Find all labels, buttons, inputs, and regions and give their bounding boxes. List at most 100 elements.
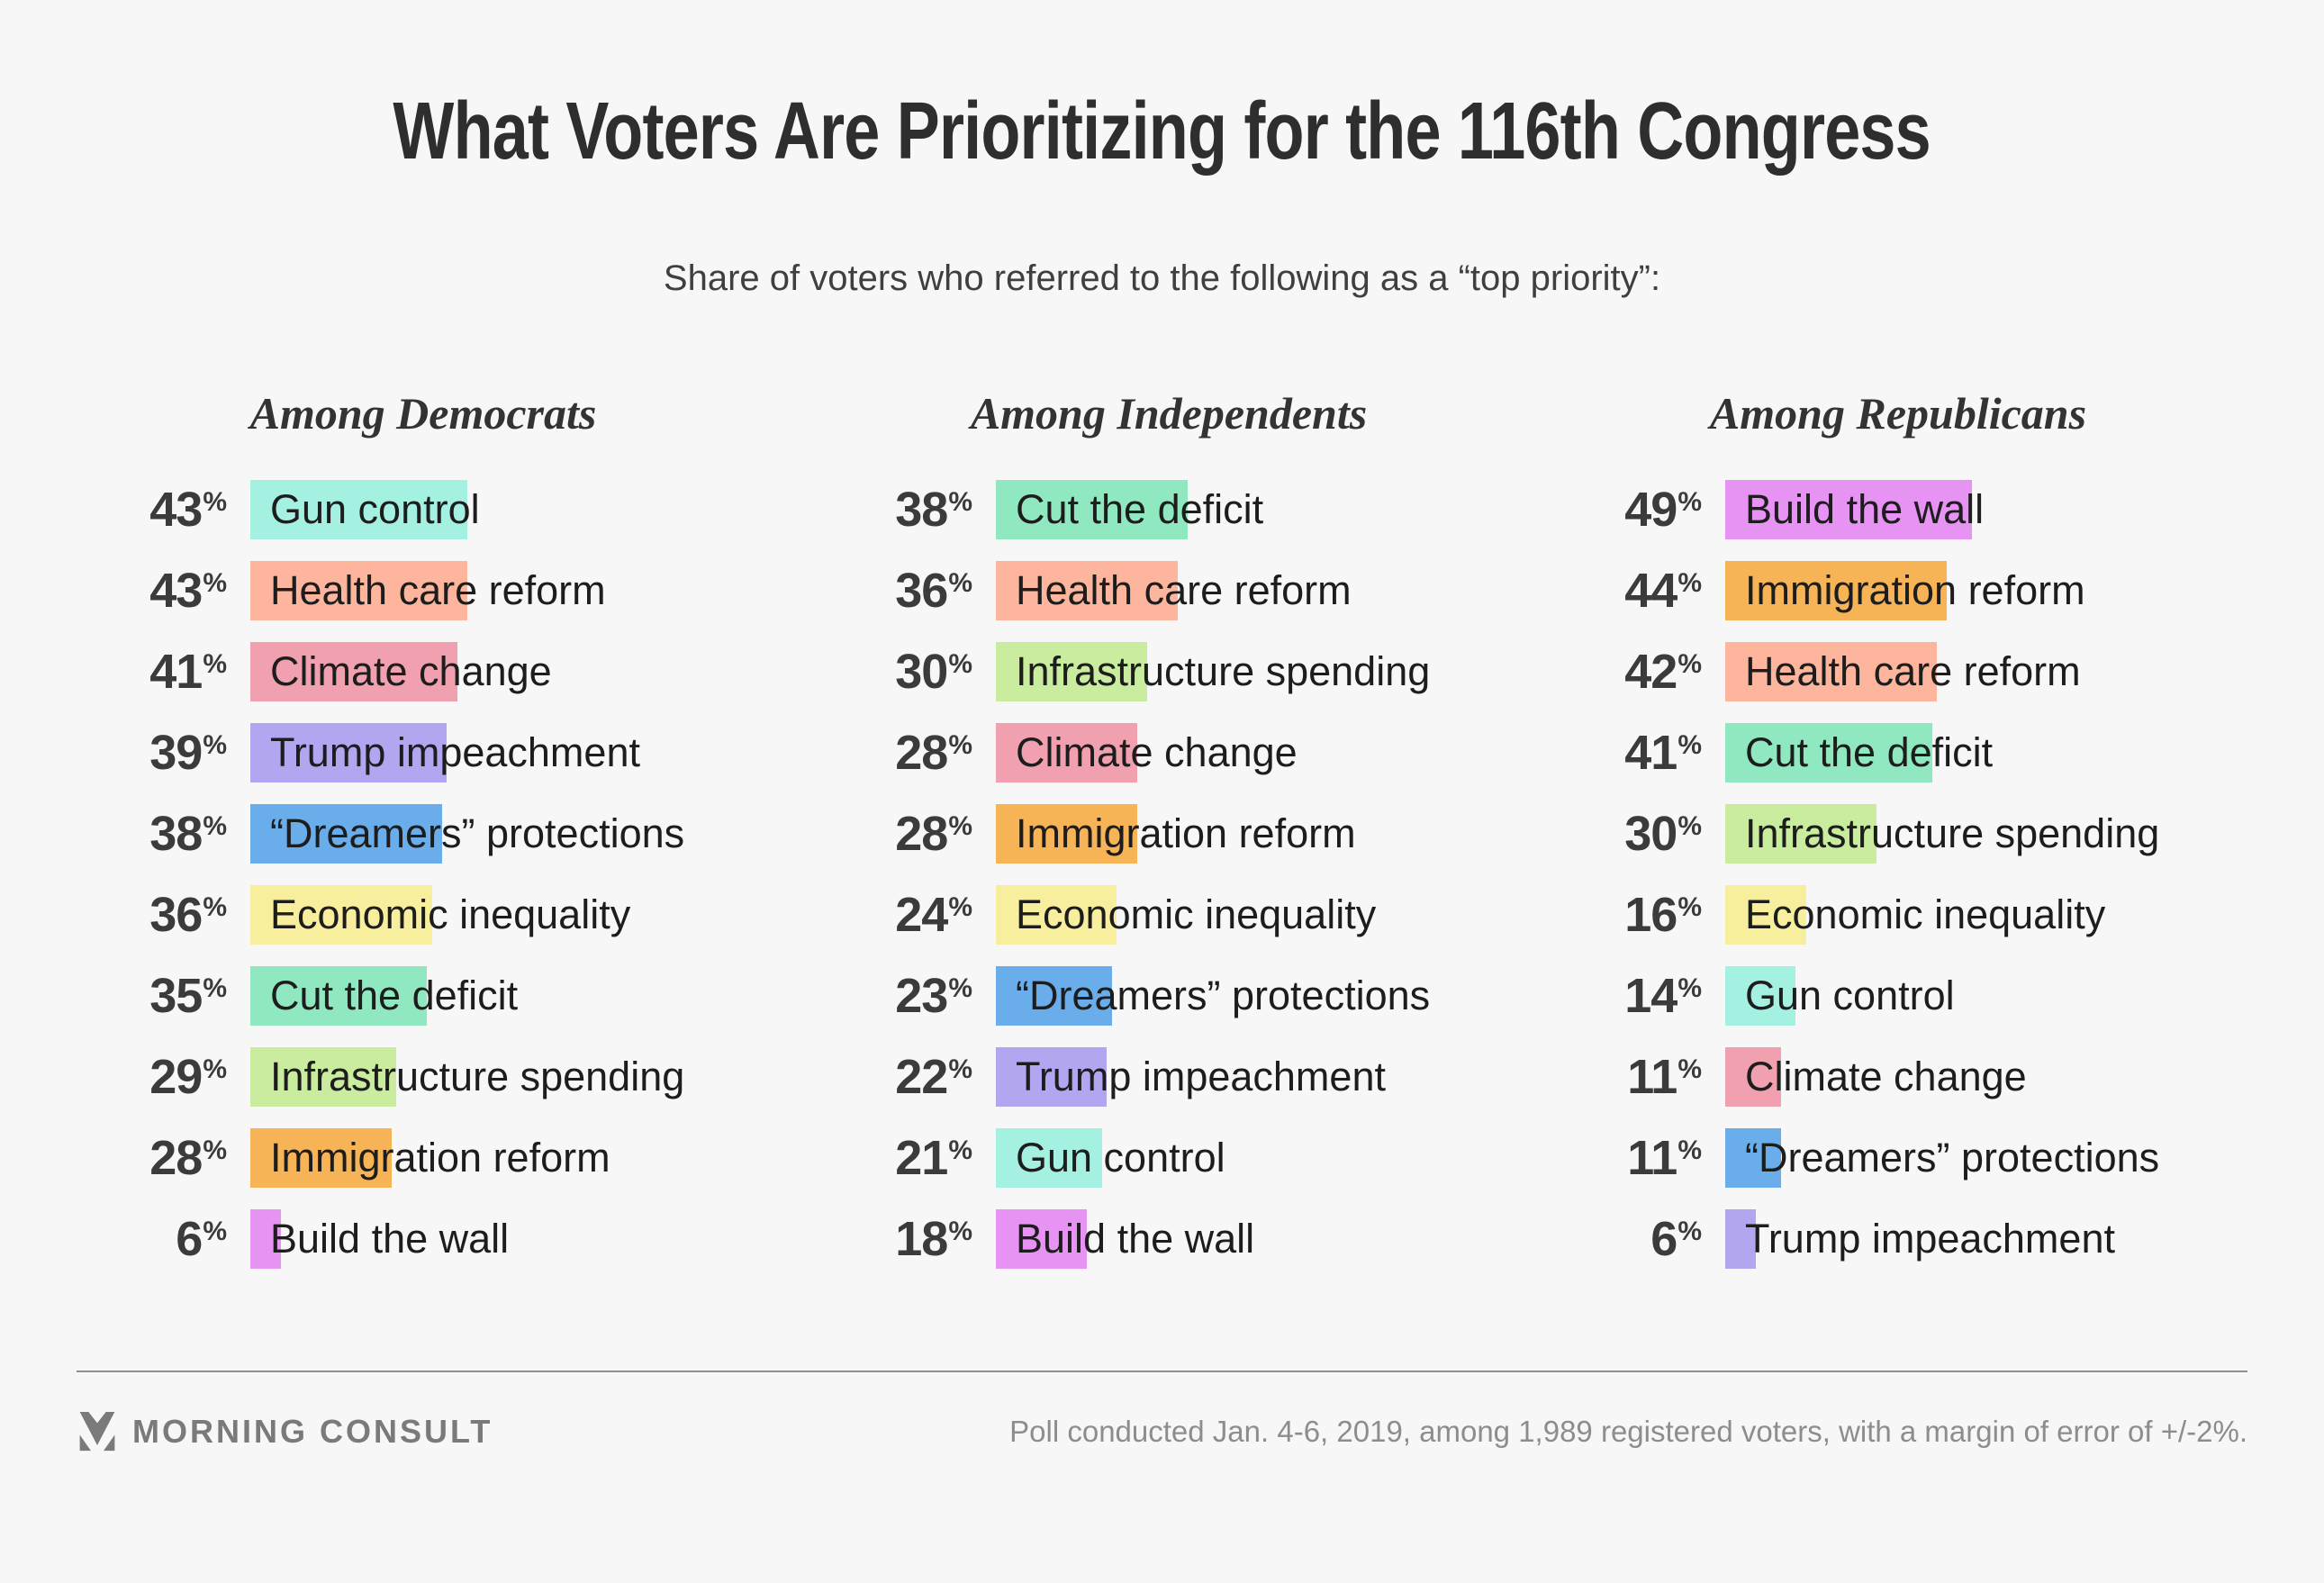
chart-row: 36% Economic inequality [108,874,738,955]
percent-number: 28 [895,807,948,861]
chart-row: 49% Build the wall [1583,469,2213,550]
highlight-bar [996,1047,1107,1107]
percent-sign: % [1677,487,1702,517]
category-label: Cut the deficit [270,972,519,1018]
percent-sign: % [203,973,227,1003]
bar-track: Cut the deficit [1725,712,2213,793]
percent-sign: % [203,811,227,841]
rows-independents: 38% Cut the deficit 36% Health care reform 3… [854,469,1484,1280]
category-label: “Dreamers” protections [270,810,685,856]
morning-consult-m-icon [77,1412,118,1452]
percent-sign: % [1677,892,1702,922]
bar-track: Trump impeachment [1725,1199,2213,1280]
rows-republicans: 49% Build the wall 44% Immigration reform 42… [1583,469,2213,1280]
brand-logo: MORNING CONSULT [77,1412,493,1452]
percent-sign: % [1677,1054,1702,1084]
percent-number: 21 [895,1131,948,1185]
category-label: Health care reform [1016,567,1352,613]
percent-sign: % [203,892,227,922]
highlight-bar [1725,723,1932,782]
bar-track: Infrastructure spending [250,1036,738,1117]
chart-row: 36% Health care reform [854,550,1484,631]
percent-sign: % [948,568,972,598]
percent-sign: % [948,892,972,922]
highlight-bar [250,804,442,864]
bar-track: Cut the deficit [996,469,1484,550]
highlight-bar [1725,966,1795,1026]
chart-row: 24% Economic inequality [854,874,1484,955]
category-label: Cut the deficit [1745,729,1994,775]
bar-track: Cut the deficit [250,955,738,1036]
percent-number: 6 [176,1212,203,1266]
category-label: Climate change [1745,1054,2027,1099]
percent-number: 22 [895,1050,948,1104]
category-label: Trump impeachment [1016,1054,1386,1099]
percent-sign: % [948,1054,972,1084]
chart-row: 6% Trump impeachment [1583,1199,2213,1280]
bar-track: Gun control [1725,955,2213,1036]
percent-value: 6% [108,1211,227,1267]
column-independents: Among Independents 38% Cut the deficit 36%… [854,388,1484,1280]
percent-number: 36 [895,564,948,618]
bar-track: Gun control [250,469,738,550]
percent-number: 30 [895,645,948,699]
percent-sign: % [1677,811,1702,841]
percent-sign: % [203,730,227,760]
percent-number: 28 [895,726,948,780]
category-label: Economic inequality [1016,891,1377,937]
footer-divider [77,1370,2247,1372]
percent-number: 38 [895,483,948,537]
percent-sign: % [948,1135,972,1165]
percent-number: 6 [1650,1212,1677,1266]
percent-value: 28% [108,1130,227,1186]
highlight-bar [250,1209,281,1269]
chart-row: 44% Immigration reform [1583,550,2213,631]
percent-number: 16 [1624,888,1677,942]
category-label: Infrastructure spending [1745,810,2160,856]
chart-row: 42% Health care reform [1583,631,2213,712]
bar-track: “Dreamers” protections [1725,1117,2213,1199]
percent-sign: % [203,1217,227,1246]
chart-row: 11% Climate change [1583,1036,2213,1117]
highlight-bar [250,723,447,782]
chart-row: 6% Build the wall [108,1199,738,1280]
chart-row: 43% Gun control [108,469,738,550]
percent-sign: % [203,568,227,598]
highlight-bar [1725,1047,1781,1107]
column-header-independents: Among Independents [970,388,1368,439]
chart-row: 22% Trump impeachment [854,1036,1484,1117]
highlight-bar [996,966,1112,1026]
page-title-text: What Voters Are Prioritizing for the 116… [393,86,1931,176]
chart-row: 11% “Dreamers” protections [1583,1117,2213,1199]
percent-sign: % [1677,1217,1702,1246]
percent-sign: % [948,1217,972,1246]
highlight-bar [996,1128,1102,1188]
percent-number: 49 [1624,483,1677,537]
highlight-bar [250,642,457,701]
percent-number: 23 [895,969,948,1023]
percent-sign: % [203,649,227,679]
percent-sign: % [1677,568,1702,598]
category-label: Immigration reform [1016,810,1356,856]
category-label: Gun control [1016,1135,1225,1180]
percent-value: 36% [108,887,227,943]
chart-row: 28% Immigration reform [108,1117,738,1199]
highlight-bar [996,1209,1087,1269]
poll-note: Poll conducted Jan. 4-6, 2019, among 1,9… [1009,1415,2247,1448]
chart-row: 41% Climate change [108,631,738,712]
category-label: Infrastructure spending [1016,648,1431,694]
highlight-bar [250,885,432,945]
category-label: Build the wall [1016,1216,1255,1262]
percent-value: 49% [1583,482,1702,538]
percent-sign: % [1677,649,1702,679]
bar-track: Economic inequality [250,874,738,955]
bar-track: Infrastructure spending [996,631,1484,712]
bar-track: Build the wall [1725,469,2213,550]
category-label: Infrastructure spending [270,1054,685,1099]
category-label: Gun control [1745,972,1955,1018]
category-label: Gun control [270,486,480,532]
percent-number: 28 [149,1131,203,1185]
percent-number: 29 [149,1050,203,1104]
percent-number: 35 [149,969,203,1023]
percent-value: 24% [854,887,972,943]
